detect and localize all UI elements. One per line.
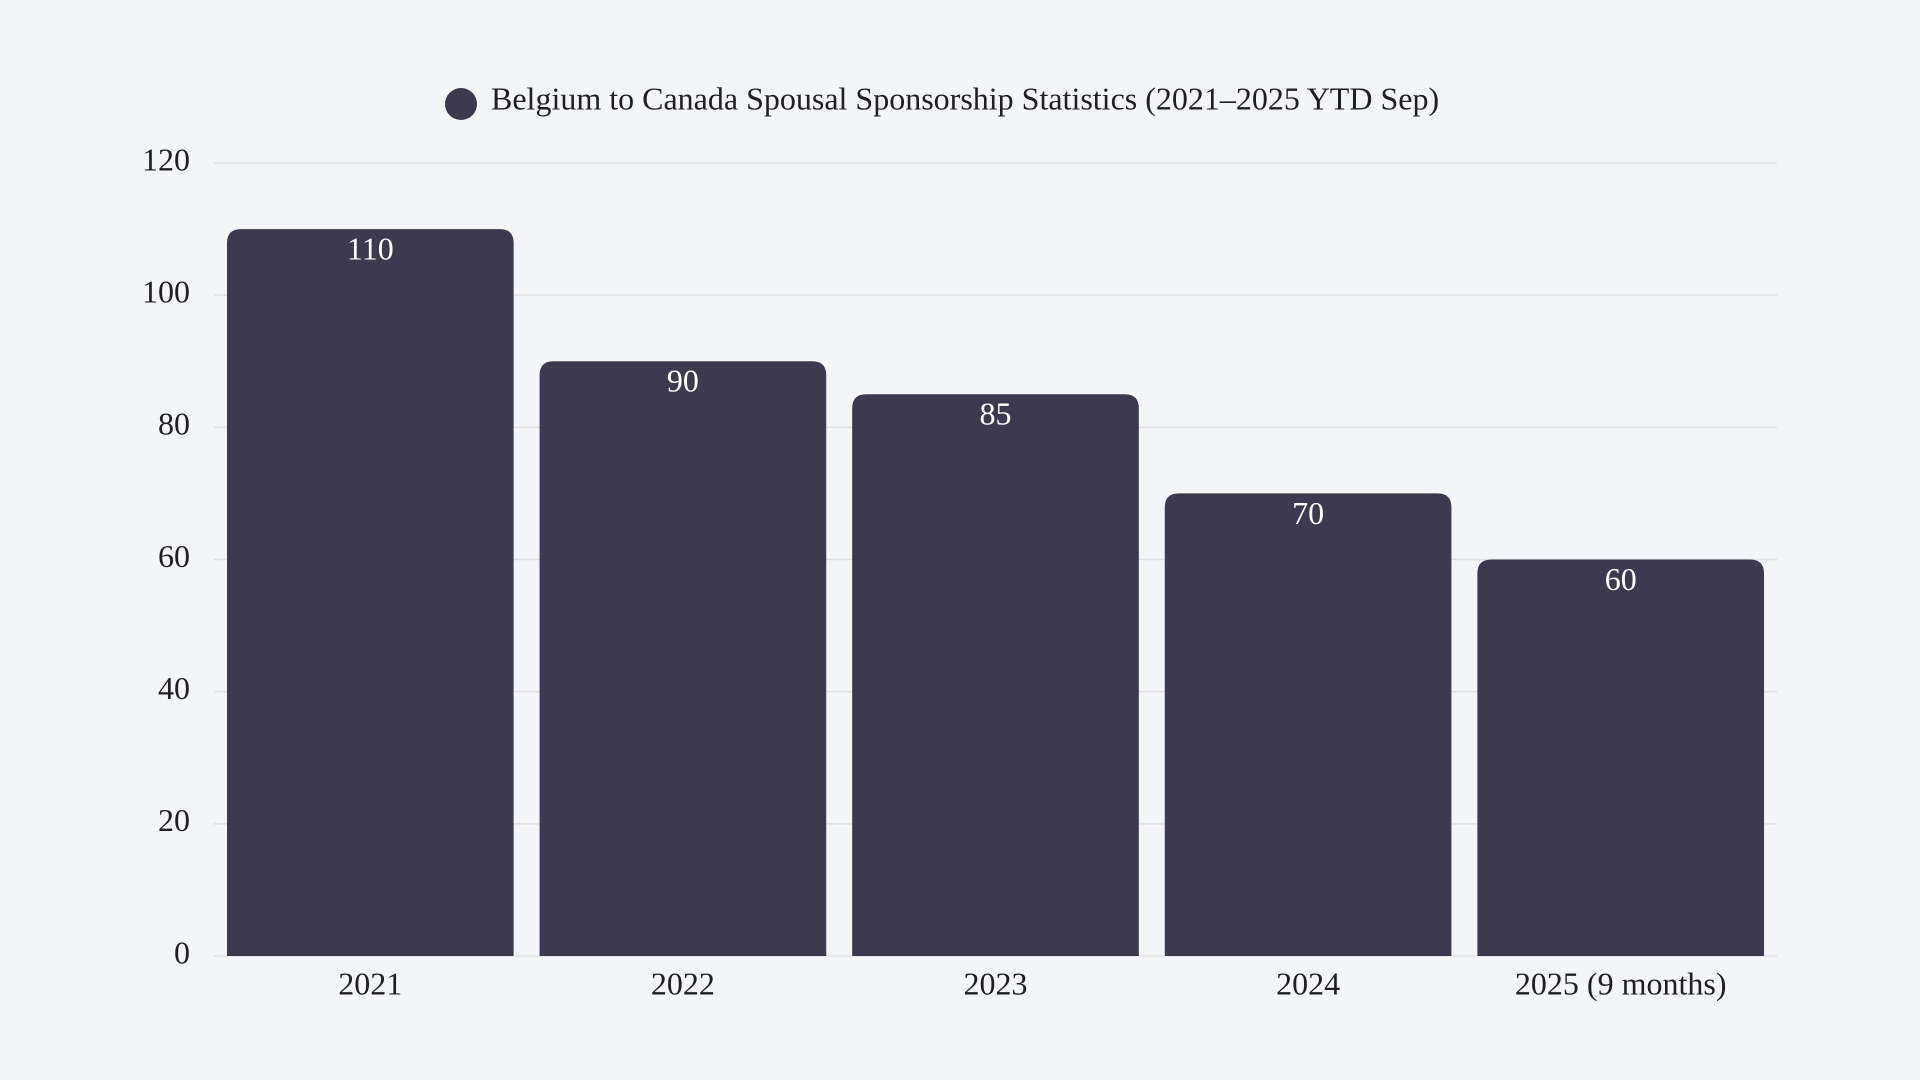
y-tick-label: 0 bbox=[174, 934, 190, 970]
x-tick-label: 2024 bbox=[1276, 965, 1340, 1001]
y-tick-label: 80 bbox=[158, 406, 190, 442]
bar bbox=[1164, 493, 1452, 956]
data-label: 90 bbox=[667, 363, 699, 399]
x-tick-label: 2023 bbox=[964, 965, 1028, 1001]
bar bbox=[1477, 559, 1765, 956]
bar bbox=[226, 229, 514, 957]
bar bbox=[852, 394, 1139, 957]
x-tick-label: 2022 bbox=[651, 965, 715, 1001]
x-tick-label: 2021 bbox=[338, 965, 402, 1001]
y-tick-label: 120 bbox=[142, 141, 190, 177]
data-label: 85 bbox=[980, 396, 1012, 432]
legend-marker bbox=[445, 88, 477, 120]
data-label: 60 bbox=[1605, 561, 1637, 597]
bar bbox=[539, 361, 827, 956]
y-tick-label: 40 bbox=[158, 670, 190, 706]
x-tick-label: 2025 (9 months) bbox=[1515, 965, 1727, 1001]
data-label: 110 bbox=[347, 230, 394, 266]
legend-label: Belgium to Canada Spousal Sponsorship St… bbox=[491, 80, 1439, 116]
legend: Belgium to Canada Spousal Sponsorship St… bbox=[445, 80, 1439, 120]
y-tick-label: 20 bbox=[158, 802, 190, 838]
y-tick-label: 100 bbox=[142, 274, 190, 310]
data-label: 70 bbox=[1292, 495, 1324, 531]
y-tick-label: 60 bbox=[158, 538, 190, 574]
